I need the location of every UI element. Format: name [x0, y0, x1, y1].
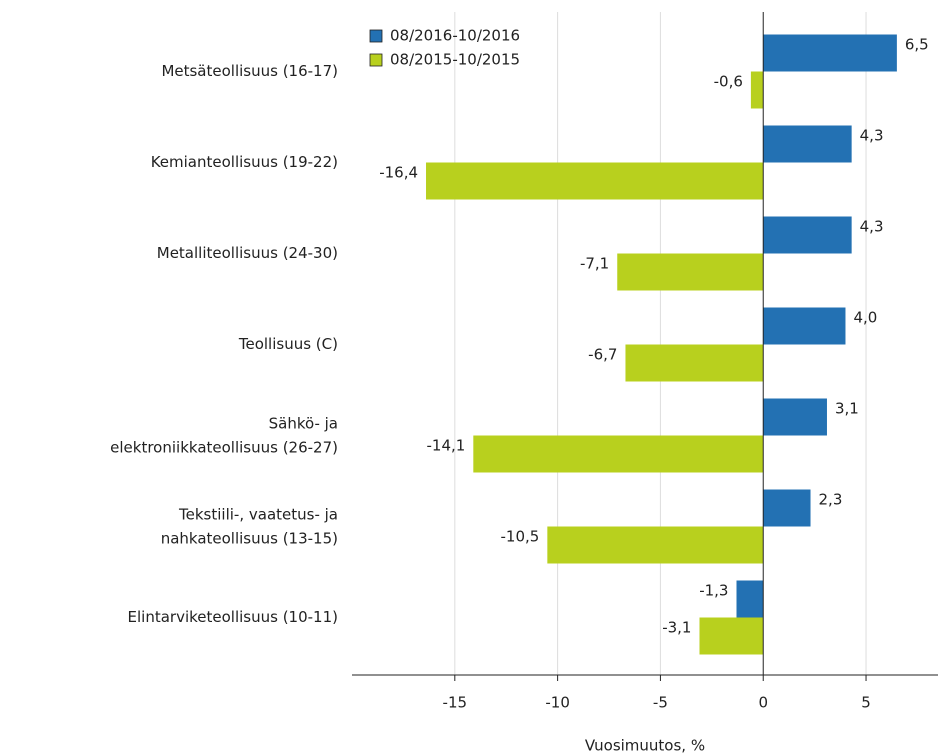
bar	[763, 125, 852, 163]
y-tick-label: Elintarviketeollisuus (10-11)	[128, 608, 338, 626]
legend-swatch	[369, 53, 383, 67]
value-label: -3,1	[662, 619, 691, 637]
y-tick-label: Sähkö- ja elektroniikkateollisuus (26-27)	[110, 414, 338, 456]
bar	[426, 162, 764, 200]
legend-swatch	[369, 29, 383, 43]
bar	[547, 526, 764, 564]
value-label: -14,1	[426, 437, 465, 455]
value-label: 4,3	[860, 218, 884, 236]
value-label: -10,5	[501, 528, 540, 546]
y-tick-label: Teollisuus (C)	[238, 335, 338, 353]
x-axis-label: Vuosimuutos, %	[585, 737, 705, 755]
x-tick-label: 0	[758, 694, 768, 712]
bar	[763, 398, 827, 436]
bar	[750, 71, 764, 109]
y-tick-label: Tekstiili-, vaatetus- ja nahkateollisuus …	[161, 505, 338, 547]
legend-label: 08/2015-10/2015	[390, 51, 520, 69]
bar	[473, 435, 764, 473]
bar	[736, 580, 764, 618]
y-tick-label: Kemianteollisuus (19-22)	[151, 153, 338, 171]
x-tick-label: -5	[653, 694, 668, 712]
x-tick-label: 5	[861, 694, 871, 712]
bar	[617, 253, 764, 291]
y-tick-label: Metsäteollisuus (16-17)	[161, 62, 338, 80]
value-label: -0,6	[714, 73, 743, 91]
value-label: 6,5	[905, 36, 929, 54]
value-label: 3,1	[835, 400, 859, 418]
value-label: -16,4	[379, 164, 418, 182]
bar	[763, 216, 852, 254]
value-label: -1,3	[699, 582, 728, 600]
bar	[763, 307, 846, 345]
value-label: 2,3	[819, 491, 843, 509]
value-label: 4,0	[853, 309, 877, 327]
y-tick-label: Metalliteollisuus (24-30)	[157, 244, 338, 262]
bar	[625, 344, 764, 382]
bar	[763, 34, 897, 72]
bar	[699, 617, 764, 655]
value-label: 4,3	[860, 127, 884, 145]
legend-label: 08/2016-10/2016	[390, 27, 520, 45]
x-tick-label: -15	[443, 694, 468, 712]
x-tick-label: -10	[545, 694, 570, 712]
bar	[763, 489, 811, 527]
value-label: -6,7	[588, 346, 617, 364]
value-label: -7,1	[580, 255, 609, 273]
